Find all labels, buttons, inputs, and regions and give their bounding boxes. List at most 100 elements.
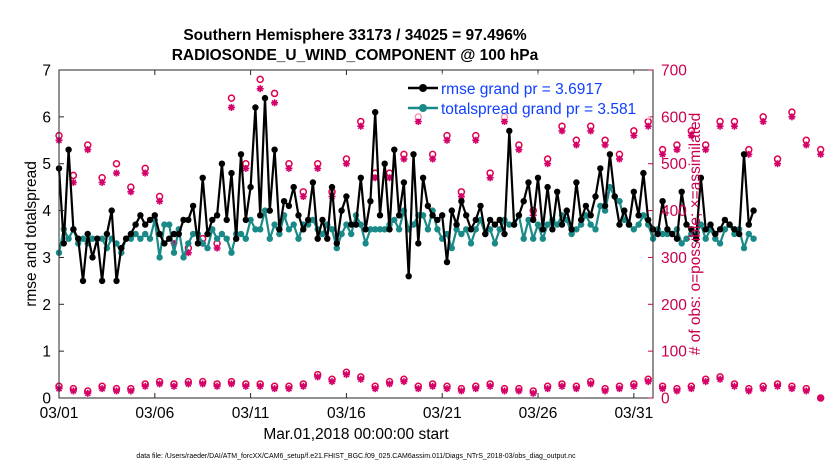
obs-assimilated-point [515, 146, 523, 154]
totalspread-point [630, 226, 637, 233]
rmse-point [209, 216, 216, 224]
y-tick-label: 5 [42, 156, 51, 173]
rmse-point [400, 179, 408, 186]
rmse-point [525, 179, 532, 186]
totalspread-point [372, 226, 379, 233]
totalspread-point [261, 207, 269, 214]
rmse-point [194, 240, 202, 247]
rmse-point [185, 216, 192, 224]
totalspread-point [376, 226, 384, 233]
totalspread-point [659, 230, 666, 238]
obs-assimilated-point [256, 382, 264, 390]
rmse-point [558, 221, 566, 228]
obs-assimilated-stroke [587, 127, 594, 134]
rmse-point [424, 202, 432, 210]
totalspread-point [319, 230, 326, 238]
obs-assimilated-stroke [587, 380, 594, 388]
obs-assimilated-point [630, 132, 638, 140]
totalspread-point [89, 235, 96, 242]
totalspread-point [156, 254, 163, 261]
obs-assimilated-stroke [501, 118, 508, 125]
rmse-point [554, 188, 561, 195]
rmse-point [170, 230, 178, 238]
rmse-point [348, 221, 355, 228]
obs-assimilated-stroke [472, 137, 479, 144]
obs-assimilated-stroke [386, 174, 393, 181]
rmse-point [151, 212, 158, 219]
rmse-point [290, 183, 297, 191]
totalspread-point [180, 254, 187, 261]
obs-assimilated-stroke [458, 193, 465, 200]
obs-assimilated-stroke [616, 385, 623, 392]
obs-assimilated-point [544, 385, 552, 393]
obs-assimilated-stroke [300, 193, 307, 200]
obs-assimilated-stroke [199, 380, 206, 388]
rmse-point [98, 277, 106, 285]
rmse-point [601, 202, 609, 210]
obs-assimilated-stroke [113, 170, 120, 177]
legend: rmse grand pr = 3.6917 totalspread grand… [402, 73, 650, 119]
totalspread-point [79, 235, 87, 242]
totalspread-point [410, 221, 417, 228]
obs-assimilated-point [774, 382, 782, 390]
totalspread-point [348, 230, 355, 238]
rmse-point [721, 216, 729, 224]
obs-assimilated-stroke [803, 141, 810, 149]
rmse-point [314, 235, 321, 242]
obs-assimilated-point [342, 371, 350, 379]
obs-assimilated-stroke [357, 376, 364, 383]
obs-assimilated-point [314, 373, 322, 381]
x-tick-label: 03/26 [519, 405, 558, 422]
rmse-point [736, 230, 743, 238]
obs-assimilated-stroke [127, 387, 134, 395]
obs-assimilated-point [256, 85, 264, 93]
obs-assimilated-stroke [544, 385, 551, 392]
obs-assimilated-point [659, 385, 667, 393]
rmse-point [625, 221, 633, 228]
rmse-point [395, 212, 403, 219]
totalspread-point [343, 221, 350, 228]
totalspread-point [453, 226, 460, 233]
obs-assimilated-point [759, 385, 767, 393]
obs-assimilated-stroke [645, 378, 652, 385]
totalspread-point [247, 216, 254, 224]
rmse-point [486, 216, 494, 224]
rmse-point [669, 230, 676, 238]
obs-assimilated-stroke [400, 155, 407, 163]
totalspread-point [228, 249, 235, 256]
rmse-point [213, 212, 221, 219]
obs-assimilated-stroke [702, 378, 709, 385]
totalspread-point [601, 207, 609, 214]
totalspread-point [242, 235, 249, 242]
rmse-point [242, 216, 249, 224]
rmse-point [405, 273, 412, 280]
y-tick-label: 7 [42, 63, 51, 80]
totalspread-point [506, 221, 513, 228]
totalspread-point [276, 230, 283, 238]
totalspread-point [750, 235, 757, 242]
obs-assimilated-stroke [472, 385, 479, 392]
obs-assimilated-stroke [429, 155, 436, 163]
rmse-point [510, 221, 518, 228]
obs-assimilated-stroke [415, 118, 422, 125]
y-right-tick-label: 400 [661, 203, 687, 220]
obs-assimilated-stroke [185, 249, 192, 256]
rmse-point [616, 221, 623, 228]
obs-assimilated-stroke [558, 127, 566, 134]
rmse-point [544, 183, 551, 191]
rmse-point [573, 179, 580, 186]
obs-assimilated-stroke [386, 380, 393, 388]
rmse-point [534, 174, 542, 181]
totalspread-point [395, 226, 403, 233]
x-tick-label: 03/21 [423, 405, 462, 422]
x-tick-label: 03/06 [135, 405, 174, 422]
rmse-point [496, 216, 503, 224]
totalspread-point [597, 202, 604, 210]
x-tick-label: 03/31 [614, 405, 653, 422]
rmse-point [65, 146, 72, 153]
rmse-point [352, 221, 360, 228]
obs-assimilated-stroke [415, 385, 422, 392]
rmse-point [472, 216, 479, 224]
y-axis-label: rmse and totalspread [23, 161, 40, 307]
obs-assimilated-stroke [271, 99, 278, 106]
